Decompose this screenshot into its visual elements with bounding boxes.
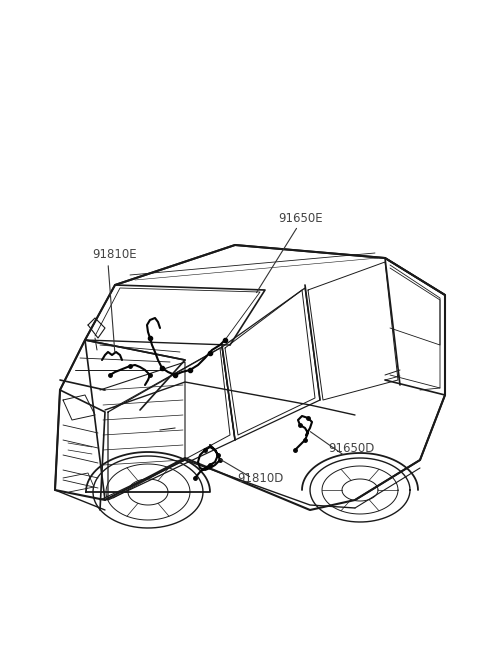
Text: 91650D: 91650D xyxy=(328,441,374,455)
Text: 91650E: 91650E xyxy=(278,212,323,225)
Text: 91810D: 91810D xyxy=(237,472,283,485)
Text: 91810E: 91810E xyxy=(92,248,137,261)
